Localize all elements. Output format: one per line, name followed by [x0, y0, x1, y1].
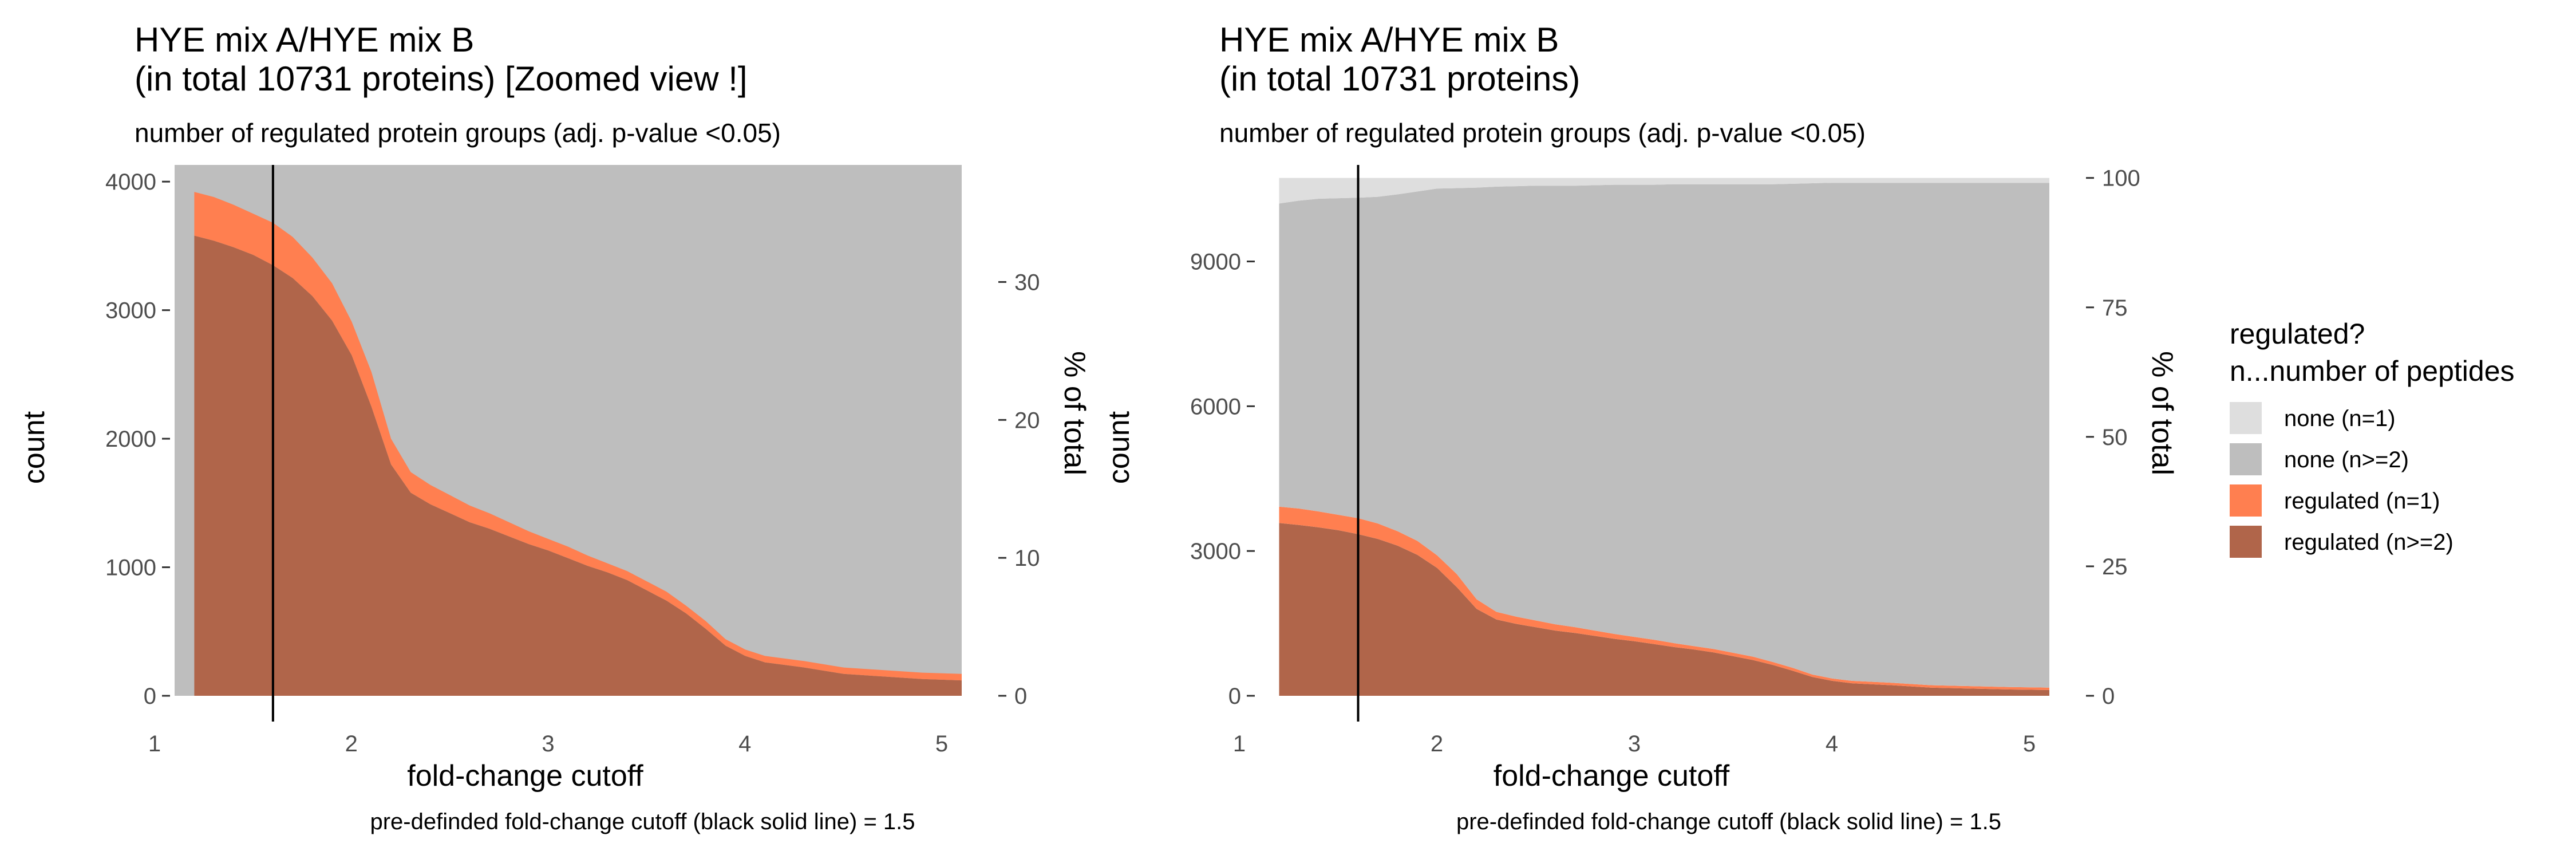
y-tick-label: 2000	[105, 427, 156, 452]
x-axis-title: fold-change cutoff	[1494, 759, 1730, 793]
y-tick-label: 3000	[1190, 539, 1241, 564]
y2-tick-label: 10	[1014, 546, 1040, 571]
y2-tick-label: 20	[1014, 408, 1040, 433]
y2-tick-label: 100	[2102, 166, 2140, 191]
y-tick-label: 4000	[105, 170, 156, 195]
area-regulated-n-2-	[194, 235, 962, 696]
x-tick-label: 5	[935, 731, 948, 756]
x-tick-label: 4	[738, 731, 751, 756]
chart-title-line: (in total 10731 proteins)	[1219, 60, 1580, 98]
x-tick-label: 2	[345, 731, 358, 756]
chart-title-line: HYE mix A/HYE mix B	[135, 21, 474, 59]
chart-caption: pre-definded fold-change cutoff (black s…	[1456, 809, 2001, 834]
area-none-n-2-	[1279, 183, 2049, 688]
legend-title: regulated?	[2230, 318, 2365, 350]
legend-swatch	[2230, 402, 2262, 434]
x-tick-label: 1	[1233, 731, 1246, 756]
left-chart-panel: HYE mix A/HYE mix B(in total 10731 prote…	[18, 21, 1091, 834]
legend-swatch	[2230, 443, 2262, 475]
y-tick-label: 0	[144, 684, 156, 709]
y-tick-label: 6000	[1190, 394, 1241, 419]
chart-caption: pre-definded fold-change cutoff (black s…	[370, 809, 915, 834]
legend-swatch	[2230, 484, 2262, 517]
y2-tick-label: 30	[1014, 270, 1040, 295]
y-axis-title: count	[18, 411, 51, 484]
x-tick-label: 2	[1431, 731, 1443, 756]
y2-tick-label: 75	[2102, 295, 2128, 321]
x-tick-label: 1	[148, 731, 161, 756]
legend-item-label: regulated (n=1)	[2284, 488, 2440, 514]
chart-title-line: (in total 10731 proteins) [Zoomed view !…	[135, 60, 748, 98]
y-tick-label: 1000	[105, 555, 156, 581]
x-tick-label: 5	[2023, 731, 2036, 756]
chart-subtitle: number of regulated protein groups (adj.…	[135, 118, 781, 148]
y2-tick-label: 0	[2102, 684, 2115, 709]
legend-item-label: none (n=1)	[2284, 406, 2396, 431]
area-regulated-n-2-	[1279, 523, 2049, 696]
legend: regulated? n...number of peptides none (n…	[2230, 318, 2515, 558]
y-axis-title: count	[1103, 411, 1136, 484]
legend-item-label: none (n>=2)	[2284, 447, 2409, 472]
y2-tick-label: 50	[2102, 425, 2128, 450]
chart-subtitle: number of regulated protein groups (adj.…	[1219, 118, 1866, 148]
area-regulated-n-1-	[1279, 506, 2049, 690]
area-none-n-1-	[1279, 178, 2049, 204]
legend-subtitle: n...number of peptides	[2230, 355, 2515, 387]
y-tick-label: 9000	[1190, 250, 1241, 275]
y-tick-label: 0	[1228, 684, 1241, 709]
right-chart-panel: HYE mix A/HYE mix B(in total 10731 prote…	[1103, 21, 2179, 834]
legend-item-label: regulated (n>=2)	[2284, 530, 2453, 555]
x-axis-title: fold-change cutoff	[407, 759, 643, 793]
area-regulated-n-1-	[194, 192, 962, 681]
x-tick-label: 3	[542, 731, 554, 756]
y2-axis-title: % of total	[1058, 351, 1091, 475]
chart-title-line: HYE mix A/HYE mix B	[1219, 21, 1559, 59]
y-tick-label: 3000	[105, 298, 156, 324]
y2-axis-title: % of total	[2146, 351, 2179, 475]
y2-tick-label: 25	[2102, 554, 2128, 580]
y2-tick-label: 0	[1014, 684, 1027, 709]
x-tick-label: 4	[1826, 731, 1838, 756]
legend-swatch	[2230, 526, 2262, 558]
x-tick-label: 3	[1628, 731, 1641, 756]
